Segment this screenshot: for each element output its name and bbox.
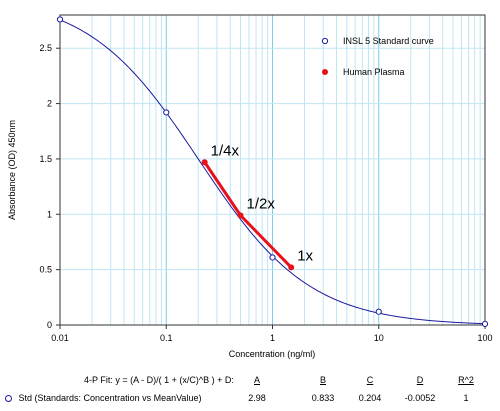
y-tick-label: 2 bbox=[47, 99, 52, 109]
standard-point bbox=[56, 16, 64, 23]
x-tick-label: 10 bbox=[374, 333, 384, 343]
legend: INSL 5 Standard curve Human Plasma bbox=[321, 36, 434, 77]
plasma-point-label: 1/2x bbox=[247, 195, 276, 212]
plasma-point-label: 1x bbox=[297, 247, 313, 264]
legend-marker bbox=[321, 37, 329, 45]
fit-header: C bbox=[366, 375, 374, 385]
fit-header: D bbox=[416, 375, 424, 385]
standard-point bbox=[163, 109, 170, 116]
fit-value: 0.833 bbox=[311, 393, 335, 403]
x-tick-label: 1 bbox=[270, 333, 275, 343]
fit-header: B bbox=[319, 375, 326, 385]
fit-row: Std (Standards: Concentration vs MeanVal… bbox=[5, 393, 201, 403]
x-tick-label: 100 bbox=[477, 333, 492, 343]
data-points bbox=[56, 16, 489, 327]
legend-label: Human Plasma bbox=[343, 67, 405, 77]
plasma-point bbox=[201, 159, 208, 166]
fit-header: A bbox=[253, 375, 260, 385]
standard-point bbox=[375, 308, 382, 315]
y-tick-label: 1 bbox=[47, 209, 52, 219]
fit-header: R^2 bbox=[458, 375, 474, 385]
y-tick-label: 2.5 bbox=[39, 43, 52, 53]
plasma-point-label: 1/4x bbox=[211, 142, 240, 159]
point-labels: 1/4x 1/2x 1x bbox=[211, 142, 314, 264]
y-tick-label: 0.5 bbox=[39, 265, 52, 275]
legend-marker bbox=[322, 69, 328, 75]
standard-point bbox=[269, 254, 276, 261]
fit-value: -0.0052 bbox=[404, 393, 436, 403]
y-tick-label: 1.5 bbox=[39, 154, 52, 164]
plasma-point bbox=[288, 264, 295, 271]
fit-value: 2.98 bbox=[248, 393, 266, 403]
y-axis-label: Absorbance (OD) 450nm bbox=[7, 120, 17, 220]
x-axis-label: Concentration (ng/ml) bbox=[229, 349, 316, 359]
fit-row-label: Std (Standards: Concentration vs MeanVal… bbox=[18, 393, 202, 403]
circle-marker-icon bbox=[5, 395, 12, 403]
standard-point bbox=[481, 320, 489, 327]
y-tick-label: 0 bbox=[47, 320, 52, 330]
legend-label: INSL 5 Standard curve bbox=[343, 36, 434, 46]
grid bbox=[59, 15, 485, 326]
plasma-point bbox=[237, 212, 244, 219]
axis-ticks: 0.01 0.1 1 10 100 0 0.5 1 1.5 2 2.5 bbox=[39, 43, 492, 343]
x-tick-label: 0.01 bbox=[51, 333, 69, 343]
fit-equation: 4-P Fit: y = (A - D)/( 1 + (x/C)^B ) + D… bbox=[84, 375, 234, 385]
fit-value: 1 bbox=[463, 393, 469, 403]
fit-value: 0.204 bbox=[358, 393, 382, 403]
x-tick-label: 0.1 bbox=[160, 333, 173, 343]
